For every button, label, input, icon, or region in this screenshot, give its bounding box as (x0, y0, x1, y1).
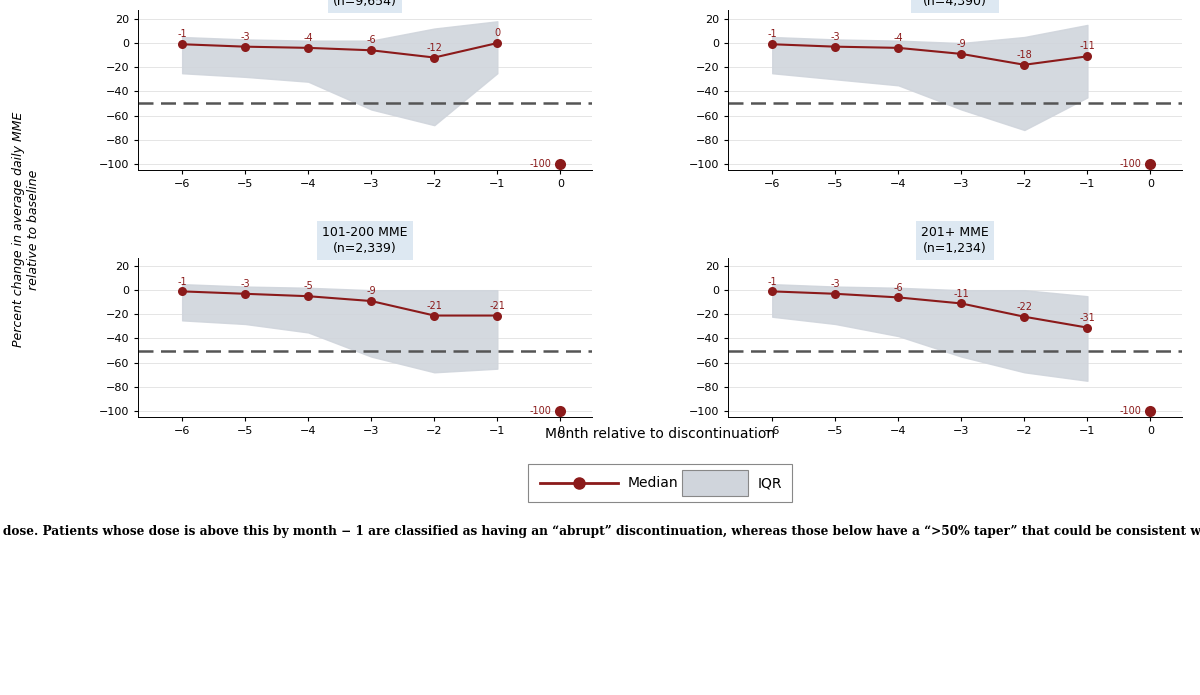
Text: Percent change in average daily MME
relative to baseline: Percent change in average daily MME rela… (12, 112, 41, 347)
Text: -1: -1 (178, 29, 187, 40)
Text: 0: 0 (494, 28, 500, 38)
Text: -11: -11 (954, 288, 970, 299)
Text: -9: -9 (956, 39, 966, 49)
Text: -1: -1 (768, 29, 778, 40)
Text: -100: -100 (529, 406, 551, 416)
Title: 101-200 MME
(n=2,339): 101-200 MME (n=2,339) (323, 226, 408, 255)
Text: -3: -3 (240, 32, 250, 42)
Title: 201+ MME
(n=1,234): 201+ MME (n=1,234) (922, 226, 989, 255)
Text: -100: -100 (529, 159, 551, 169)
Text: -3: -3 (240, 279, 250, 289)
Text: -6: -6 (366, 35, 376, 45)
Text: -3: -3 (830, 32, 840, 42)
Text: -4: -4 (894, 33, 904, 43)
Text: -5: -5 (304, 281, 313, 291)
Text: -9: -9 (366, 286, 376, 296)
Text: -18: -18 (1016, 50, 1032, 60)
Text: IQR: IQR (757, 476, 781, 490)
Text: -100: -100 (1120, 406, 1141, 416)
Text: -3: -3 (830, 279, 840, 289)
Text: -21: -21 (490, 301, 505, 311)
Text: -11: -11 (1080, 42, 1096, 51)
Text: -1: -1 (768, 277, 778, 286)
Text: Month relative to discontinuation: Month relative to discontinuation (545, 427, 775, 441)
Text: -1: -1 (178, 277, 187, 286)
Text: Figure 1 Relative change in daily MME dose compared to baseline period, by avera: Figure 1 Relative change in daily MME do… (0, 525, 1200, 538)
Title: ≤ 50 MME
(n=9,654): ≤ 50 MME (n=9,654) (334, 0, 397, 8)
Text: -6: -6 (894, 283, 904, 293)
Text: -4: -4 (304, 33, 313, 43)
Text: Median: Median (628, 476, 678, 490)
Text: -22: -22 (1016, 302, 1032, 312)
Text: -21: -21 (426, 301, 443, 311)
Text: -12: -12 (426, 42, 443, 53)
Text: -100: -100 (1120, 159, 1141, 169)
Text: -31: -31 (1080, 313, 1096, 322)
Title: 51-100 MME
(n=4,390): 51-100 MME (n=4,390) (917, 0, 994, 8)
